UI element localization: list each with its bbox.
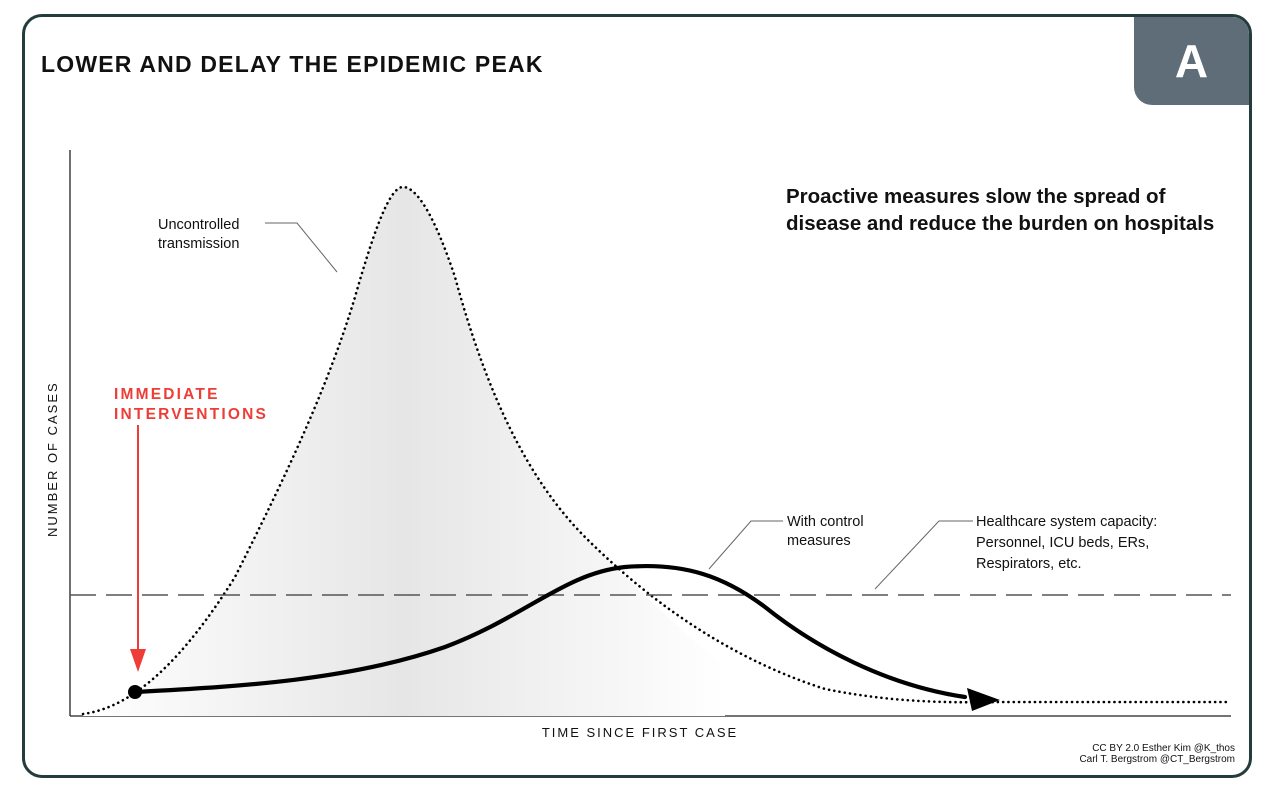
uncontrolled-curve (81, 185, 1233, 716)
controlled-curve (132, 563, 968, 700)
figure-card: A LOWER AND DELAY THE EPIDEMIC PEAK Proa… (22, 14, 1252, 778)
headline-text: Proactive measures slow the spread of di… (786, 185, 1215, 235)
controlled-curve-arrowhead (967, 688, 1000, 711)
credit-block: CC BY 2.0 Esther Kim @K_thos Carl T. Ber… (1079, 743, 1235, 765)
control-label-line-1: With control (787, 514, 864, 530)
capacity-leader-line (874, 520, 973, 590)
capacity-label-line-1: Healthcare system capacity: (976, 514, 1157, 530)
uncontrolled-fill-area (83, 187, 725, 716)
intervention-arrow-head (130, 649, 146, 672)
capacity-label-line-3: Respirators, etc. (976, 556, 1082, 572)
control-label-line-2: measures (787, 533, 851, 549)
capacity-label-line-2: Personnel, ICU beds, ERs, (976, 535, 1149, 551)
intervention-start-dot (128, 685, 142, 699)
panel-letter: A (1174, 35, 1209, 87)
uncontrolled-label-line-2: transmission (158, 236, 239, 252)
intervention-label-line-1: IMMEDIATE (114, 386, 220, 403)
epidemic-diagram: Uncontrolled transmission IMMEDIATE INTE… (69, 150, 1233, 717)
credit-line-2: Carl T. Bergstrom @CT_Bergstrom (1079, 754, 1235, 765)
uncontrolled-leader-line (265, 222, 338, 273)
control-leader-line (708, 520, 783, 570)
intervention-label-line-2: INTERVENTIONS (114, 406, 268, 423)
panel-letter-tab: A (1134, 17, 1249, 105)
credit-line-1: CC BY 2.0 Esther Kim @K_thos (1092, 743, 1235, 754)
figure-title: LOWER AND DELAY THE EPIDEMIC PEAK (41, 51, 544, 77)
x-axis-label: TIME SINCE FIRST CASE (541, 725, 739, 740)
uncontrolled-label-line-1: Uncontrolled (158, 217, 239, 233)
